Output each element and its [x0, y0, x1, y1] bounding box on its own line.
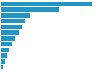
Bar — [1, 42, 12, 46]
Bar — [1, 59, 5, 64]
Bar — [1, 36, 15, 41]
Bar — [1, 25, 22, 29]
Bar — [1, 30, 19, 35]
Bar — [1, 53, 7, 58]
Bar — [1, 48, 9, 52]
Bar — [1, 7, 59, 12]
Bar — [1, 2, 92, 6]
Bar — [1, 13, 30, 18]
Bar — [1, 19, 25, 23]
Bar — [1, 65, 3, 69]
